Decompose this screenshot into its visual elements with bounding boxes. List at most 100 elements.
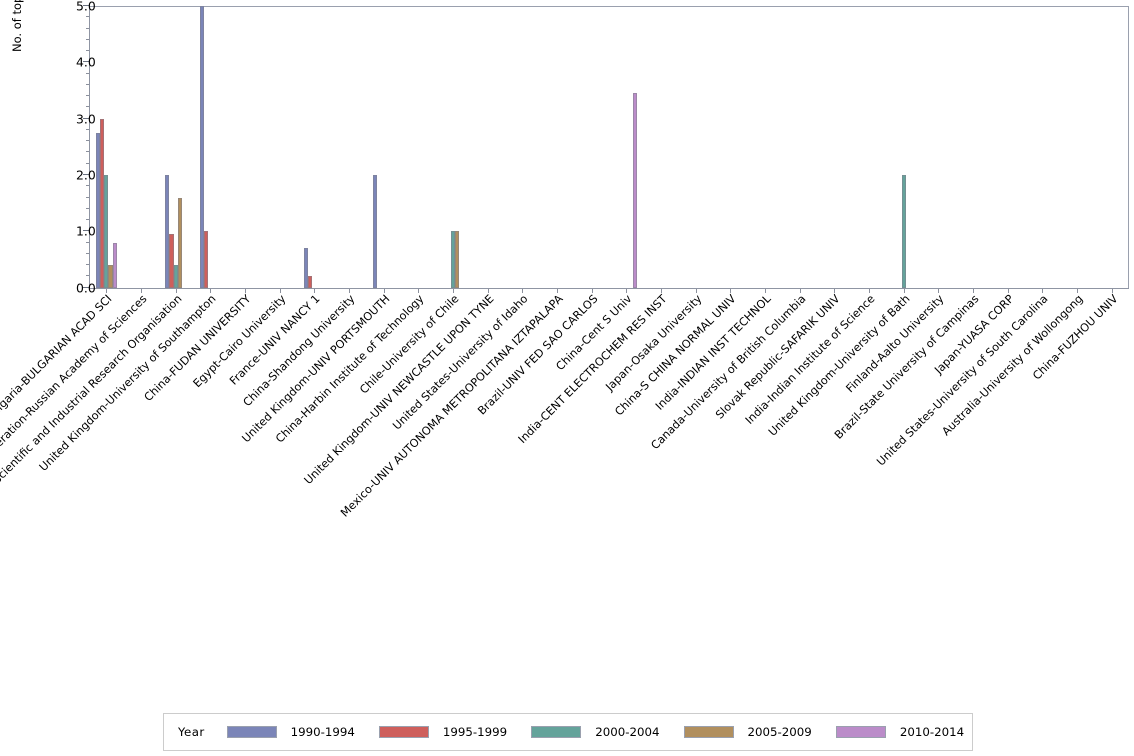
legend-label: 2005-2009	[747, 725, 812, 739]
plot-area: 0.0 1.0 2.0 3.0 4.0 5.0	[76, 0, 1129, 295]
x-tick	[903, 289, 905, 293]
bar	[99, 118, 105, 288]
bar	[104, 175, 109, 288]
legend-entry[interactable]: 1990-1994	[226, 725, 355, 739]
x-tick	[730, 289, 732, 293]
x-axis-tick-labels: Bulgaria-BULGARIAN ACAD SCIRussian Feder…	[0, 292, 1134, 713]
y-tick-minor	[85, 106, 89, 108]
legend-entry[interactable]: 2000-2004	[531, 725, 660, 739]
y-tick-major	[83, 286, 89, 288]
x-tick	[349, 289, 350, 293]
bar	[303, 248, 308, 288]
y-tick-label: 4.0	[76, 54, 96, 70]
x-tick	[765, 289, 766, 293]
bar	[177, 197, 183, 288]
y-axis-title: No. of top10 publ., full counts	[6, 0, 28, 52]
x-axis-line	[89, 288, 1129, 290]
y-tick-major	[83, 173, 89, 176]
bar	[199, 6, 204, 288]
x-tick	[1042, 289, 1044, 293]
bar	[108, 265, 113, 288]
y-tick-minor	[85, 185, 89, 187]
x-tick	[418, 289, 420, 293]
y-tick-major	[83, 4, 89, 6]
bar	[169, 234, 174, 288]
x-tick	[383, 289, 385, 293]
legend-label: 2000-2004	[595, 725, 660, 739]
x-tick	[1007, 289, 1009, 293]
y-tick-minor	[85, 207, 89, 209]
x-tick	[661, 289, 662, 293]
bar	[173, 265, 178, 288]
y-tick-major	[83, 230, 89, 232]
legend-title: Year	[178, 725, 205, 739]
y-tick-label: 0.0	[76, 280, 96, 296]
y-axis-line	[89, 6, 91, 289]
y-tick-label: 5.0	[76, 0, 96, 14]
y-tick-minor	[85, 50, 89, 52]
y-tick-minor	[85, 275, 89, 277]
y-tick-minor	[85, 27, 89, 29]
x-tick	[1077, 289, 1078, 293]
x-tick	[695, 289, 697, 293]
x-tick	[591, 289, 593, 293]
x-tick	[557, 289, 558, 293]
legend-color-swatch	[226, 726, 277, 738]
y-tick-minor	[85, 151, 89, 153]
x-tick	[869, 289, 870, 293]
x-tick	[245, 289, 246, 293]
x-tick	[106, 289, 108, 293]
y-tick-major	[83, 117, 89, 119]
x-tick	[279, 289, 281, 293]
y-tick-minor	[85, 128, 89, 130]
legend: Year 1990-1994 1995-1999 2000-2004 2005-200…	[163, 713, 973, 751]
x-tick	[314, 289, 316, 293]
bar	[307, 276, 313, 288]
y-tick-minor	[85, 252, 89, 254]
legend-color-swatch	[378, 726, 429, 738]
y-tick-minor	[85, 83, 89, 85]
legend-entry[interactable]: 2005-2009	[683, 725, 812, 739]
bar	[455, 231, 460, 288]
bar	[95, 132, 100, 288]
legend-color-swatch	[683, 726, 734, 738]
bar	[164, 175, 170, 288]
x-tick	[141, 289, 142, 293]
y-tick-label: 2.0	[76, 167, 96, 183]
x-tick	[487, 289, 489, 293]
y-tick-minor	[85, 38, 89, 40]
legend-color-swatch	[835, 726, 886, 738]
y-tick-minor	[85, 219, 89, 221]
x-tick	[973, 289, 974, 293]
x-tick	[799, 289, 801, 293]
x-tick	[834, 289, 836, 293]
legend-entry[interactable]: 2010-2014	[835, 725, 965, 739]
legend-entries: 1990-1994 1995-1999 2000-2004 2005-2009 2010…	[226, 725, 989, 739]
y-tick-minor	[85, 140, 89, 142]
y-tick-minor	[85, 95, 89, 97]
legend-label: 2010-2014	[899, 725, 965, 739]
y-tick-label: 1.0	[76, 223, 96, 239]
bar	[372, 175, 378, 288]
bar	[901, 175, 906, 288]
y-tick-minor	[85, 196, 89, 198]
x-tick	[626, 289, 628, 293]
bar	[632, 93, 638, 288]
legend-color-swatch	[531, 726, 582, 738]
legend-entry[interactable]: 1995-1999	[378, 725, 507, 739]
y-tick-minor	[85, 241, 89, 243]
y-tick-minor	[85, 162, 89, 164]
x-tick	[175, 289, 177, 293]
x-tick	[522, 289, 524, 293]
bar	[203, 231, 209, 288]
legend-label: 1990-1994	[290, 725, 355, 739]
x-tick	[938, 289, 940, 293]
x-tick	[453, 289, 454, 293]
y-tick-minor	[85, 16, 89, 18]
bar	[112, 242, 118, 288]
x-tick	[210, 289, 212, 293]
plot-background	[89, 6, 1129, 289]
bar	[450, 231, 456, 288]
y-tick-minor	[85, 264, 89, 266]
